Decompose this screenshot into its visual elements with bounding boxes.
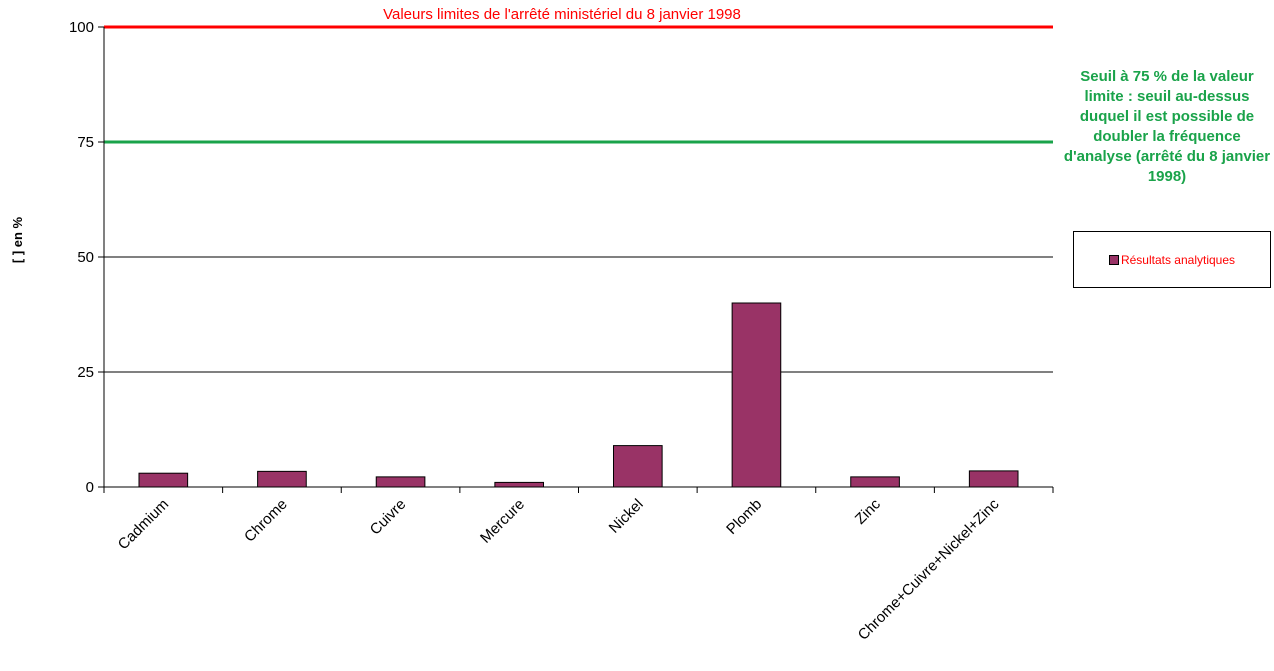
axes <box>103 27 1054 493</box>
x-tick-label: Zinc <box>852 495 884 527</box>
x-tick-label: Plomb <box>723 496 765 538</box>
threshold-annotation: Seuil à 75 % de la valeur limite : seuil… <box>1063 68 1271 185</box>
bar-cuivre <box>375 476 426 488</box>
y-tick-label: 75 <box>77 134 94 151</box>
bars <box>138 302 1019 488</box>
y-tick-label: 0 <box>86 479 94 496</box>
y-tick-label: 100 <box>69 19 94 36</box>
x-tick-label: Nickel <box>606 496 647 537</box>
legend-swatch <box>1108 254 1119 265</box>
bar-plomb <box>731 302 782 488</box>
y-axis-label: [ ] en % <box>10 216 25 263</box>
y-tick-label: 50 <box>77 249 94 266</box>
gridlines <box>98 26 1053 488</box>
legend: Résultats analytiques <box>1073 231 1271 288</box>
bar-chrome-cuivre-nickel-zinc <box>968 470 1019 488</box>
reference-lines <box>104 25 1053 144</box>
x-tick-label: Cadmium <box>115 496 172 553</box>
y-tick-labels: 0 25 50 75 100 <box>69 19 94 496</box>
legend-label: Résultats analytiques <box>1120 252 1236 267</box>
y-tick-label: 25 <box>77 364 94 381</box>
bar-mercure <box>494 481 545 488</box>
x-tick-label: Mercure <box>477 496 528 547</box>
x-tick-label: Cuivre <box>367 496 410 539</box>
limit-line-label: Valeurs limites de l'arrêté ministériel … <box>383 6 741 23</box>
x-tick-label: Chrome <box>241 496 291 546</box>
x-tick-labels: Cadmium Chrome Cuivre Mercure Nickel Plomb Zin… <box>115 495 1003 643</box>
bar-nickel <box>612 445 663 488</box>
bar-cadmium <box>138 472 189 488</box>
bar-chrome <box>257 470 307 488</box>
bar-zinc <box>850 476 900 488</box>
x-tick-label: Chrome+Cuivre+Nickel+Zinc <box>855 495 1003 643</box>
